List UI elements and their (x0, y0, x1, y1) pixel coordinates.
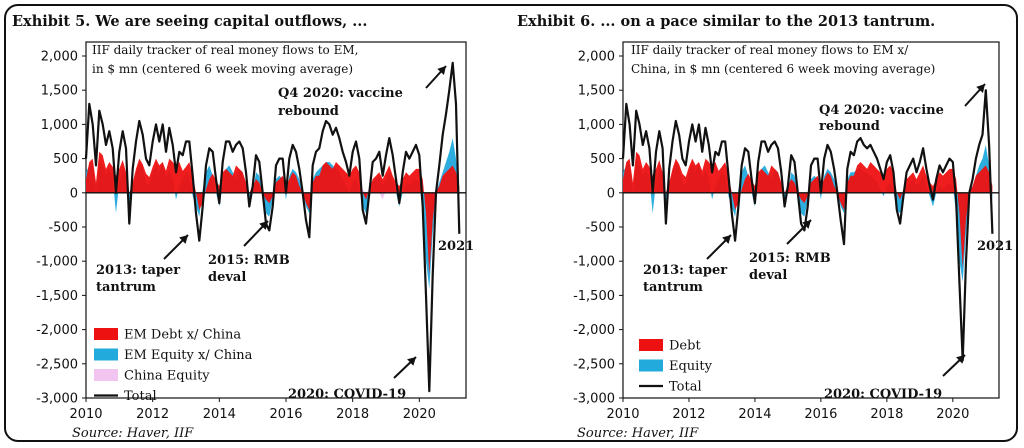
y-tick-label: -1,000 (36, 255, 78, 270)
annotation-text: 2020: COVID-19 (288, 387, 406, 402)
annotation-text: rebound (278, 104, 339, 119)
annotation-arrow (163, 234, 189, 260)
y-tick-label: 2,000 (578, 50, 615, 65)
series-area-em-debt-x-china (86, 151, 460, 275)
chart-note-line: China, in $ mn (centered 6 week moving a… (631, 62, 935, 76)
y-tick-label: 0 (607, 186, 615, 201)
y-tick-label: -2,500 (36, 357, 78, 372)
figure-frame: Exhibit 5. We are seeing capital outflow… (4, 4, 1018, 442)
x-tick-label: 2010 (69, 407, 102, 422)
exhibit-5-title: Exhibit 5. We are seeing capital outflow… (12, 13, 368, 30)
exhibit-6-source: Source: Haver, IIF (577, 426, 699, 441)
annotation-text: rebound (819, 119, 880, 134)
annotation-arrow-head (259, 221, 268, 230)
annotation-text: 2021 (438, 239, 474, 254)
plot-area (85, 41, 467, 399)
annotation-arrow-head (976, 84, 985, 93)
annotation-text: 2021 (977, 239, 1013, 254)
legend-swatch-debt (639, 339, 663, 351)
legend-label-em-debt: EM Debt x/ China (124, 328, 241, 343)
annotation-text: tantrum (96, 280, 156, 295)
exhibit-5-chart: 2,000 1,500 1,000 500 0 -500 -1,000 -1,500 -2,00… (36, 41, 474, 422)
annotation-text: deval (208, 270, 246, 285)
x-tick-label: 2020 (403, 407, 436, 422)
annotation-text: Q4 2020: vaccine (278, 86, 403, 101)
y-tick-label: -3,000 (36, 392, 78, 407)
annotation-arrow-head (956, 355, 965, 364)
x-tick-label: 2012 (136, 407, 169, 422)
chart-note-line: IIF daily tracker of real money flows to… (631, 43, 909, 57)
legend-label-em-equity: EM Equity x/ China (124, 348, 253, 363)
x-tick-label: 2018 (336, 407, 369, 422)
legend-swatch-em-equity (94, 348, 118, 361)
annotation-arrow (706, 234, 732, 260)
annotation-text: 2015: RMB (749, 251, 831, 266)
legend-label-china-equity: China Equity (124, 369, 210, 384)
annotation-arrow (425, 65, 447, 89)
y-tick-label: 1,000 (41, 118, 78, 133)
annotation-arrow (964, 83, 986, 107)
y-tick-label: 1,500 (41, 84, 78, 99)
legend-label-total: Total (669, 380, 702, 395)
series-line-total (84, 61, 461, 393)
series-line-total (621, 89, 994, 362)
y-tick-label: -1,000 (573, 255, 615, 270)
annotation-text: 2020: COVID-19 (824, 387, 942, 402)
y-tick-label: -1,500 (36, 289, 78, 304)
series-area-debt (623, 151, 993, 268)
y-tick-label: -2,500 (573, 357, 615, 372)
exhibit-6-chart: 2,000 1,500 1,000 500 0 -500 -1,000 -1,500 -2,00… (573, 41, 1013, 422)
annotation-arrow (243, 220, 269, 247)
annotation-text: Q4 2020: vaccine (819, 103, 944, 118)
annotation-arrow-head (407, 357, 416, 366)
legend-swatch-em-debt (94, 328, 118, 340)
x-tick-label: 2016 (269, 407, 302, 422)
y-tick-label: -3,000 (573, 392, 615, 407)
annotation-text: 2013: taper (96, 263, 180, 278)
y-tick-label: 500 (53, 152, 78, 167)
y-tick-label: -500 (48, 221, 78, 236)
annotation-arrow (393, 356, 417, 379)
annotation-text: deval (749, 268, 787, 283)
x-tick-label: 2014 (203, 407, 236, 422)
exhibit-5-source: Source: Haver, IIF (72, 426, 194, 441)
y-tick-label: -1,500 (573, 289, 615, 304)
annotation-arrow-head (437, 66, 446, 75)
legend-label-total: Total (124, 389, 157, 404)
exhibit-6-title: Exhibit 6. ... on a pace similar to the … (517, 13, 936, 30)
y-tick-label: 0 (70, 186, 78, 201)
annotation-arrow-head (722, 235, 731, 244)
annotation-arrow-head (802, 220, 811, 229)
x-tick-label: 2016 (804, 407, 837, 422)
legend-label-debt: Debt (669, 339, 701, 354)
x-tick-label: 2012 (672, 407, 705, 422)
y-tick-label: 1,500 (578, 84, 615, 99)
legend-label-equity: Equity (669, 359, 713, 374)
y-tick-label: 2,000 (41, 50, 78, 65)
annotation-arrow (942, 354, 966, 377)
exhibit-6-panel: Exhibit 6. ... on a pace similar to the … (511, 6, 1016, 444)
x-tick-label: 2018 (870, 407, 903, 422)
y-tick-label: 1,000 (578, 118, 615, 133)
x-tick-label: 2014 (738, 407, 771, 422)
annotation-text: 2013: taper (643, 263, 727, 278)
exhibit-5-panel: Exhibit 5. We are seeing capital outflow… (6, 6, 511, 444)
x-tick-label: 2020 (936, 407, 969, 422)
legend-swatch-equity (639, 359, 663, 372)
annotation-arrow-head (179, 235, 188, 244)
annotation-text: 2015: RMB (208, 253, 290, 268)
plot-area (622, 41, 1000, 399)
chart-note-line: in $ mn (centered 6 week moving average) (92, 62, 353, 76)
chart-note-line: IIF daily tracker of real money flows to… (92, 43, 358, 57)
annotation-text: tantrum (643, 280, 703, 295)
x-tick-label: 2010 (606, 407, 639, 422)
y-tick-label: -500 (585, 221, 615, 236)
annotation-arrow (786, 219, 812, 245)
y-tick-label: -2,000 (573, 323, 615, 338)
y-tick-label: -2,000 (36, 323, 78, 338)
legend-swatch-china-equity (94, 369, 118, 381)
y-tick-label: 500 (590, 152, 615, 167)
